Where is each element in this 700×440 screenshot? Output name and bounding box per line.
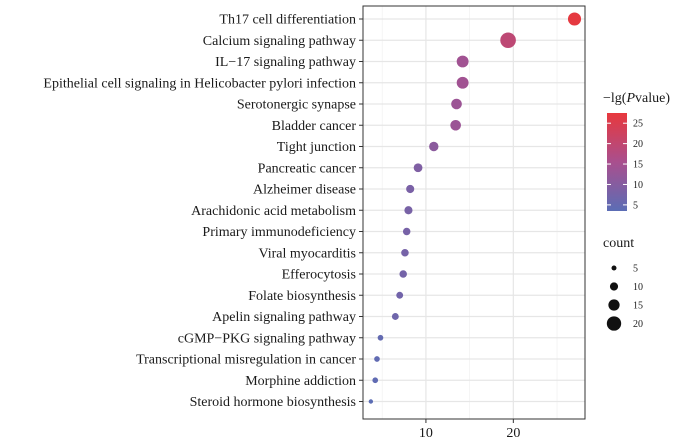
- size-legend: count 5 10 15 20: [603, 236, 643, 331]
- colorbar: [607, 113, 627, 211]
- colorbar-tick-label: 5: [633, 200, 638, 211]
- size-legend-dot: [611, 265, 617, 271]
- colorbar-tick-label: 25: [633, 119, 643, 130]
- category-label: Epithelial cell signaling in Helicobacte…: [43, 76, 356, 91]
- data-point: [368, 399, 374, 404]
- size-legend-title: count: [603, 236, 634, 251]
- category-label: Folate biosynthesis: [248, 289, 356, 304]
- grid: [363, 6, 585, 419]
- data-point: [413, 163, 423, 173]
- size-legend-label: 20: [633, 319, 643, 330]
- category-label: cGMP−PKG signaling pathway: [178, 331, 356, 346]
- data-point: [429, 141, 439, 152]
- data-point: [374, 356, 380, 362]
- size-legend-items: 5 10 15 20: [606, 264, 643, 331]
- category-label: Pancreatic cancer: [258, 161, 357, 176]
- category-label: Tight junction: [277, 140, 356, 155]
- data-point: [377, 334, 384, 341]
- category-label: Bladder cancer: [272, 119, 357, 134]
- size-legend-label: 5: [633, 264, 638, 275]
- data-point: [456, 55, 469, 68]
- size-legend-dot: [609, 282, 619, 291]
- data-point: [396, 291, 404, 299]
- category-label: Th17 cell differentiation: [219, 13, 356, 28]
- data-point: [399, 270, 407, 278]
- size-legend-dot: [606, 316, 622, 331]
- category-label: Morphine addiction: [245, 374, 356, 389]
- category-label: Calcium signaling pathway: [203, 34, 356, 49]
- data-point: [391, 313, 399, 320]
- data-point: [401, 248, 409, 257]
- category-label: Efferocytosis: [282, 268, 356, 283]
- data-points: [368, 12, 582, 404]
- color-legend: −lg(Pvalue) 5 10 15 20 25: [603, 91, 670, 211]
- color-legend-title-prefix: −lg(: [603, 91, 627, 106]
- colorbar-tick-label: 20: [633, 139, 643, 150]
- category-label: Primary immunodeficiency: [202, 225, 356, 240]
- category-label: Transcriptional misregulation in cancer: [136, 353, 356, 368]
- category-label: Apelin signaling pathway: [212, 310, 356, 325]
- size-legend-label: 10: [633, 282, 643, 293]
- data-point: [404, 206, 413, 215]
- size-legend-dot: [608, 299, 620, 311]
- data-point: [372, 377, 379, 384]
- data-point: [567, 12, 582, 26]
- data-point: [500, 32, 516, 49]
- color-legend-title: −lg(Pvalue): [603, 91, 670, 106]
- data-point: [406, 184, 415, 194]
- category-label: Viral myocarditis: [258, 246, 356, 261]
- x-tick-label: 10: [419, 426, 433, 440]
- category-label: Steroid hormone biosynthesis: [190, 395, 356, 410]
- data-point: [402, 227, 411, 236]
- x-axis-ticks: 10 20: [419, 419, 520, 440]
- colorbar-tick-label: 10: [633, 180, 643, 191]
- data-point: [450, 119, 461, 131]
- category-label: IL−17 signaling pathway: [215, 55, 356, 70]
- x-tick-label: 20: [506, 426, 520, 440]
- data-point: [456, 76, 469, 89]
- colorbar-tick-label: 15: [633, 160, 643, 171]
- category-label: Alzheimer disease: [253, 183, 356, 198]
- color-legend-title-italic: P: [625, 91, 635, 106]
- colorbar-ticks: 5 10 15 20 25: [607, 119, 643, 211]
- plot-frame: [362, 5, 586, 420]
- category-label: Arachidonic acid metabolism: [191, 204, 356, 219]
- size-legend-label: 15: [633, 301, 643, 312]
- data-point: [451, 98, 462, 110]
- color-legend-title-suffix: value): [635, 91, 670, 106]
- category-label: Serotonergic synapse: [237, 98, 356, 113]
- y-axis-category-labels: Th17 cell differentiation Calcium signali…: [43, 13, 363, 410]
